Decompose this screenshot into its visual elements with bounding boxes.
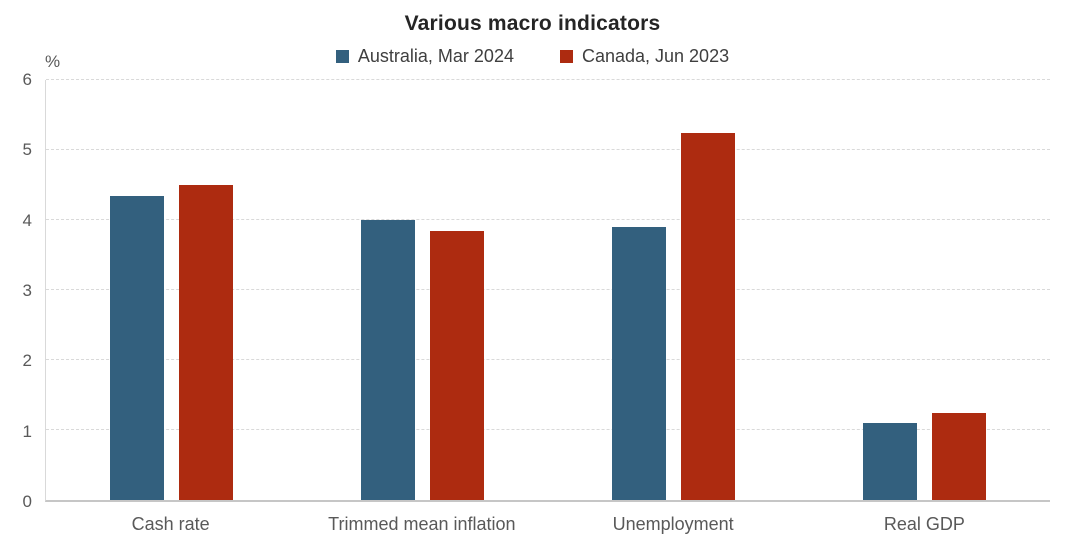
x-axis-category-labels: Cash rate Trimmed mean inflation Unemploym… [45, 514, 1050, 535]
gridline [46, 219, 1050, 221]
gridline [46, 149, 1050, 150]
y-tick-label: 5 [22, 140, 32, 160]
legend-label: Australia, Mar 2024 [357, 46, 514, 66]
bar [110, 195, 164, 500]
gridline [46, 429, 1050, 431]
legend-item: Australia, Mar 2024 [335, 46, 514, 67]
x-axis-label: Cash rate [131, 514, 210, 534]
bar-groups [46, 80, 1050, 500]
y-tick-label: 2 [22, 351, 32, 371]
bar [932, 412, 986, 500]
y-axis-tick-labels: 0 1 2 3 4 5 6 [0, 70, 32, 511]
bar [361, 220, 415, 500]
chart-legend: Australia, Mar 2024 Canada, Jun 2023 [0, 46, 1065, 67]
x-axis-label: Unemployment [612, 514, 734, 534]
y-tick-label: 3 [22, 281, 32, 300]
legend-label: Canada, Jun 2023 [581, 46, 730, 66]
y-tick-label: 0 [22, 492, 32, 511]
x-axis-label: Trimmed mean inflation [328, 514, 516, 534]
y-tick-label: 6 [22, 70, 32, 89]
legend-item: Canada, Jun 2023 [559, 46, 730, 67]
bar-group [799, 80, 1050, 500]
bar [179, 185, 233, 500]
y-tick-label: 1 [22, 421, 32, 441]
y-tick-label: 4 [22, 210, 32, 230]
bar [430, 230, 484, 500]
bar-group [46, 80, 297, 500]
bar [863, 423, 917, 500]
legend-swatch-icon [559, 50, 573, 63]
y-axis-unit-label: % [45, 52, 61, 71]
bar-group [548, 80, 799, 500]
gridline [46, 79, 1050, 80]
bar-group [297, 80, 548, 500]
x-axis-label: Real GDP [883, 514, 965, 534]
gridline [46, 289, 1050, 290]
gridline [46, 359, 1050, 361]
bar [612, 227, 666, 500]
plot-area [45, 79, 1050, 502]
legend-swatch-icon [335, 50, 349, 63]
bar [681, 132, 735, 500]
chart-title: Various macro indicators [404, 12, 661, 35]
